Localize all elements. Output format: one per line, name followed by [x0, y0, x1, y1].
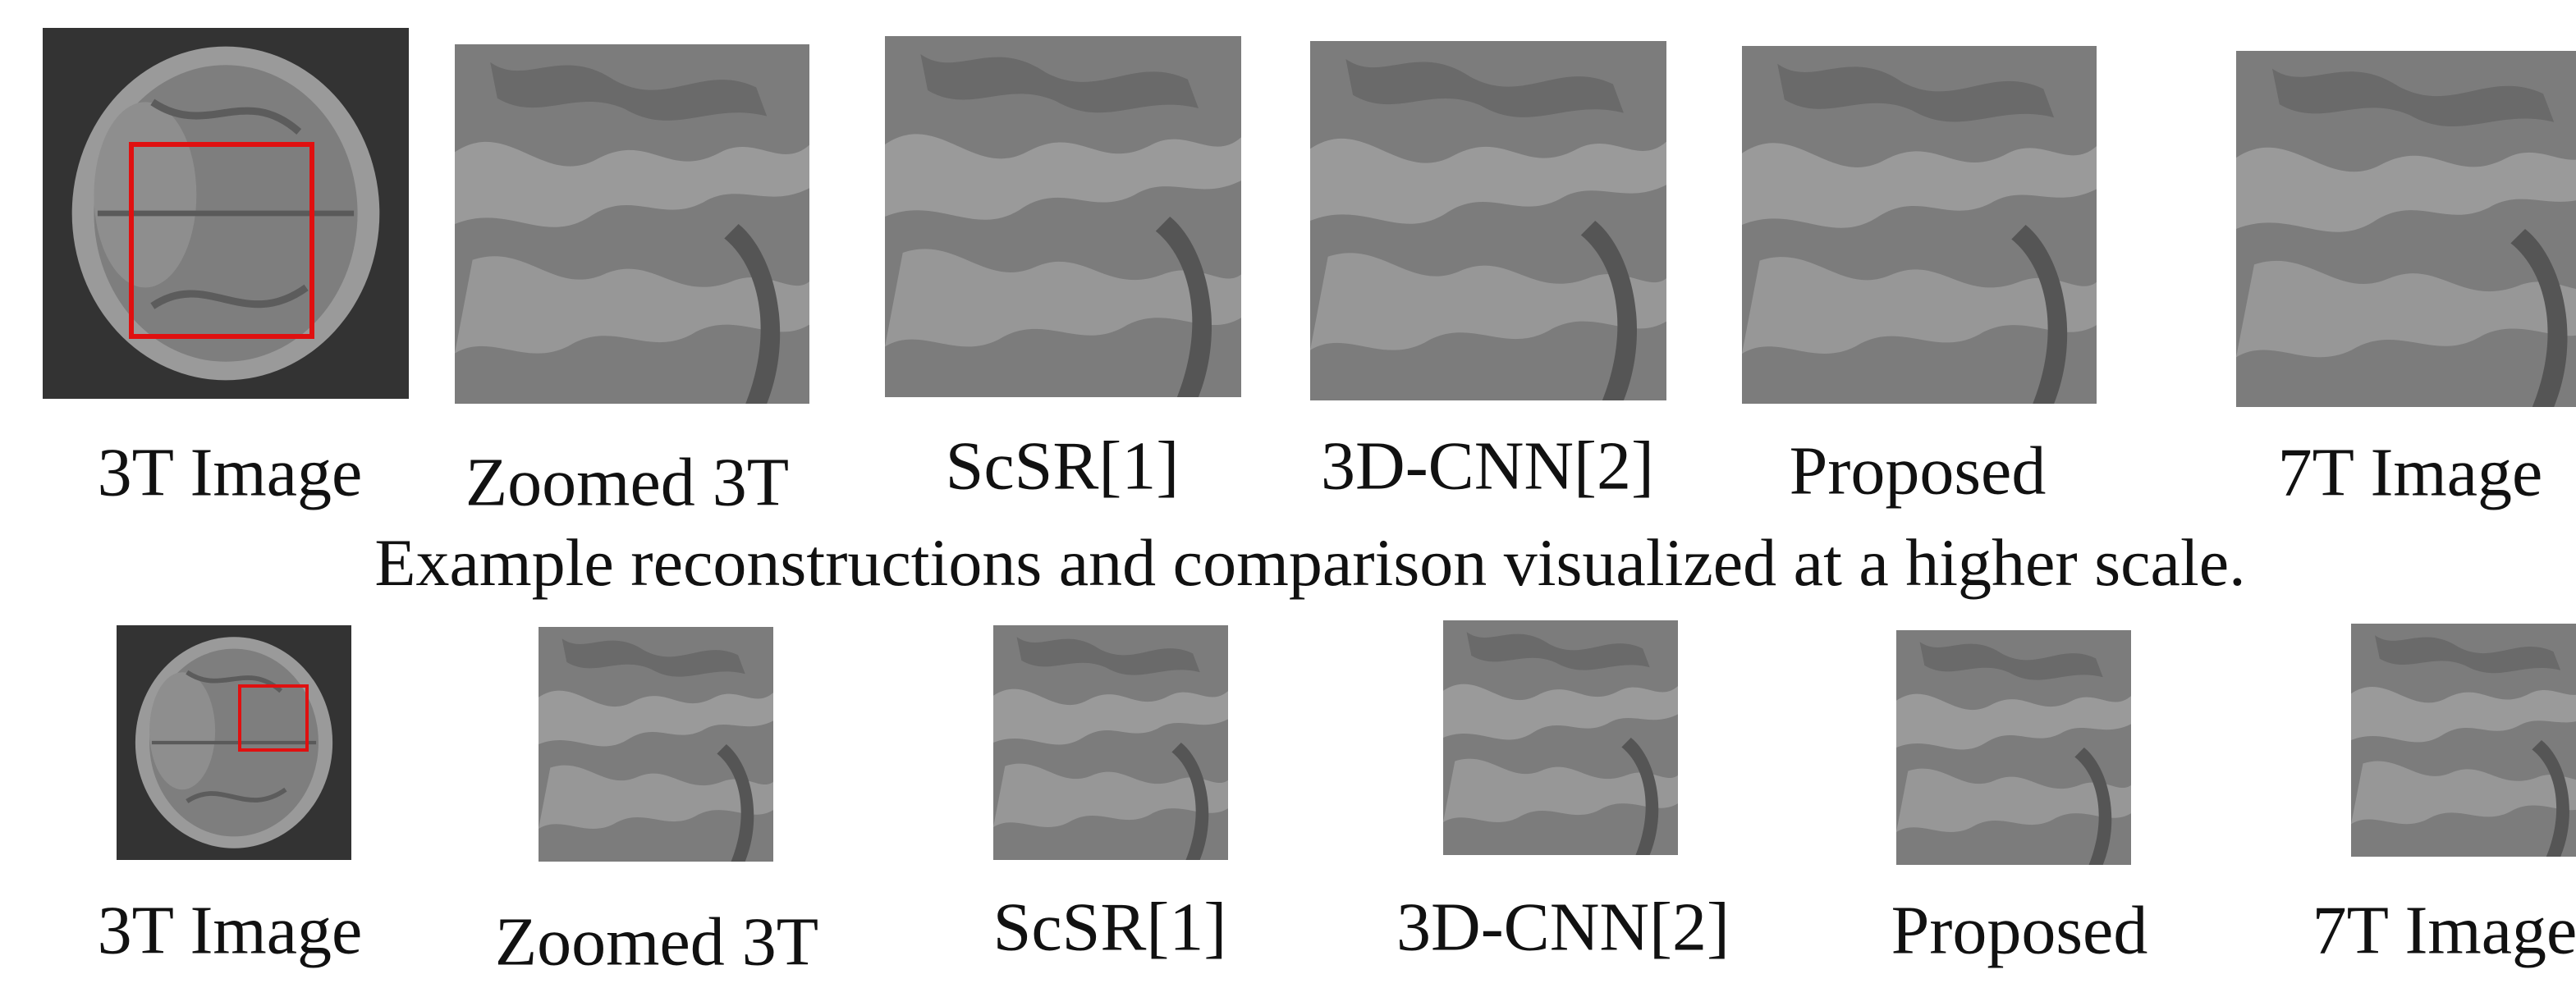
zoomed-image	[1443, 620, 1678, 855]
image-label: ScSR[1]	[946, 428, 1180, 504]
figure: Example reconstructions and comparison v…	[0, 0, 2576, 997]
image-label: Proposed	[1790, 432, 2047, 509]
overview-image	[43, 28, 409, 399]
image-label: ScSR[1]	[993, 889, 1227, 965]
image-label: 3D-CNN[2]	[1396, 889, 1730, 965]
image-label: Zoomed 3T	[495, 903, 818, 980]
caption: Example reconstructions and comparison v…	[374, 525, 2245, 600]
zoomed-image	[2236, 51, 2576, 407]
image-label: Proposed	[1891, 892, 2148, 968]
zoomed-image	[885, 36, 1241, 397]
zoomed-image	[455, 44, 809, 404]
zoomed-image	[1310, 41, 1666, 400]
image-label: Zoomed 3T	[465, 444, 789, 520]
image-label: 3T Image	[98, 892, 363, 968]
image-label: 7T Image	[2312, 892, 2576, 968]
zoomed-image	[539, 627, 773, 862]
page: {"rows": [ {"labels": ["3T Image", "Zoom…	[0, 0, 2576, 997]
image-label: 3T Image	[98, 434, 363, 510]
image-label: 7T Image	[2278, 434, 2543, 510]
zoomed-image	[1896, 630, 2131, 865]
zoomed-image	[2351, 624, 2576, 857]
zoomed-image	[993, 625, 1228, 860]
image-label: 3D-CNN[2]	[1321, 428, 1654, 504]
overview-image	[117, 625, 351, 860]
zoomed-image	[1742, 46, 2097, 404]
